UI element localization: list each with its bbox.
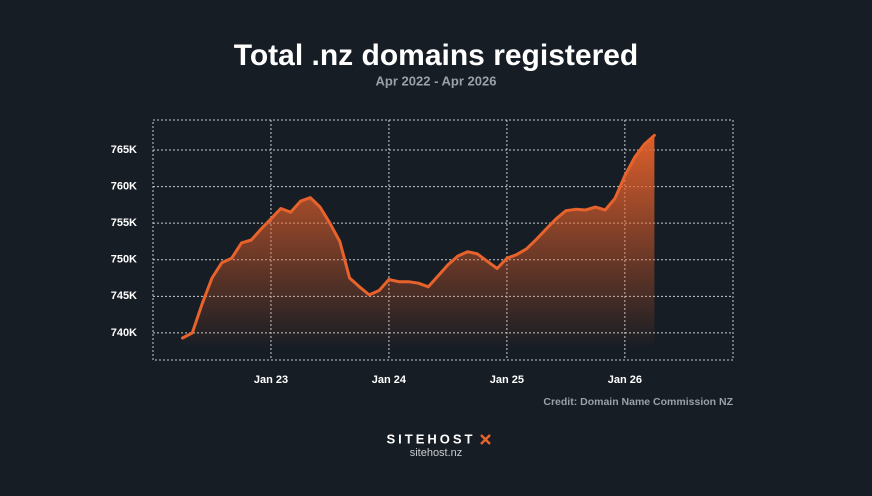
plot-border — [152, 119, 734, 361]
footer-url: sitehost.nz — [410, 447, 463, 459]
x-tick-label: Jan 26 — [608, 374, 642, 386]
y-tick-label: 755K — [111, 217, 137, 229]
x-tick-label: Jan 24 — [372, 374, 407, 386]
y-tick-label: 760K — [111, 180, 137, 192]
line — [181, 133, 656, 340]
x-tick-label: Jan 23 — [254, 374, 288, 386]
chart-title: Total .nz domains registered — [234, 39, 639, 72]
credit: Credit: Domain Name Commission NZ — [543, 396, 733, 408]
y-tick-label: 740K — [111, 327, 137, 339]
y-tick-label: 750K — [111, 254, 137, 266]
brand: SITEHOST — [386, 431, 475, 446]
brand-icon — [480, 434, 491, 445]
area — [182, 135, 655, 348]
y-tick-label: 745K — [111, 290, 137, 302]
y-tick-label: 765K — [111, 144, 137, 156]
x-tick-label: Jan 25 — [490, 374, 524, 386]
chart-subtitle: Apr 2022 - Apr 2026 — [376, 73, 497, 88]
